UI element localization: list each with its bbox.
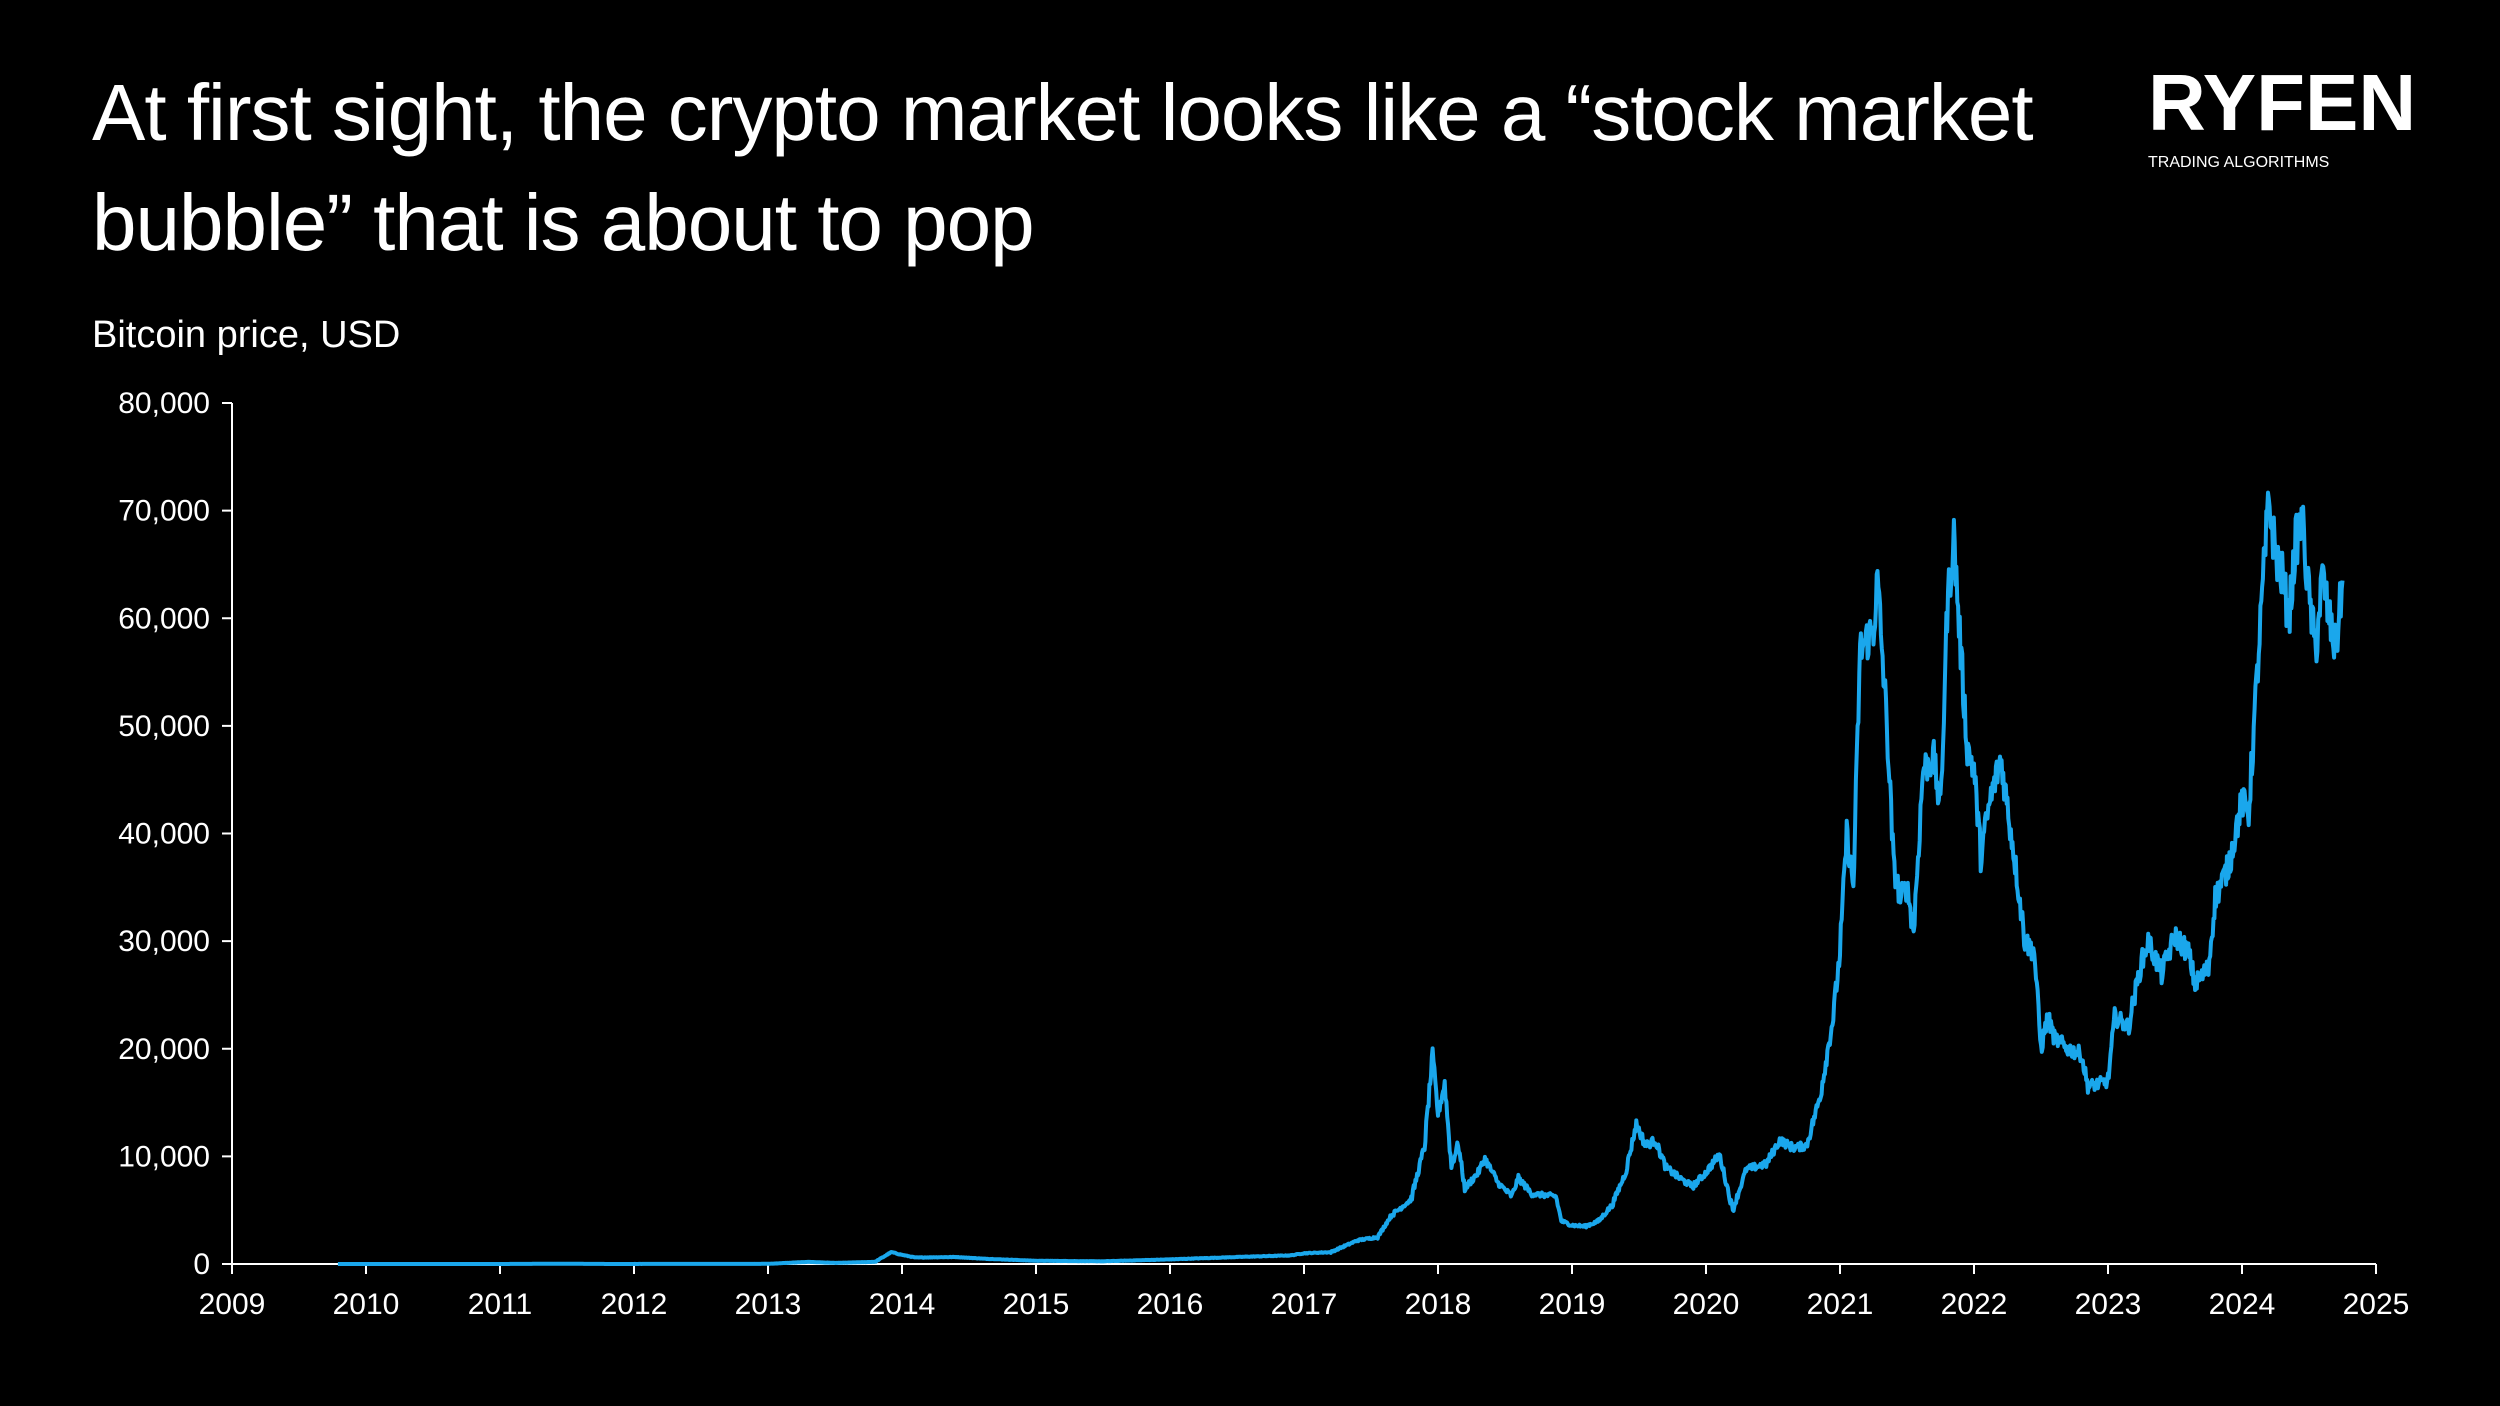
series-layer xyxy=(336,490,2345,1266)
x-tick-label: 2009 xyxy=(199,1288,266,1321)
brand-logo: RYFEN TRADING ALGORITHMS xyxy=(2148,58,2448,174)
price-series-line xyxy=(336,490,2345,1266)
x-tick-label: 2014 xyxy=(869,1288,936,1321)
x-tick-label: 2019 xyxy=(1539,1288,1606,1321)
chart-subtitle: Bitcoin price, USD xyxy=(92,314,401,356)
x-tick-label: 2011 xyxy=(468,1288,533,1321)
y-tick-label: 70,000 xyxy=(118,495,210,528)
page-title: At first sight, the crypto market looks … xyxy=(92,68,2034,267)
x-tick-label: 2018 xyxy=(1405,1288,1472,1321)
x-tick-label: 2016 xyxy=(1137,1288,1204,1321)
y-tick-label: 50,000 xyxy=(118,710,210,743)
logo-name: RYFEN xyxy=(2148,58,2417,147)
y-tick-label: 60,000 xyxy=(118,602,210,635)
x-tick-label: 2017 xyxy=(1271,1288,1338,1321)
y-tick-label: 30,000 xyxy=(118,925,210,958)
x-tick-label: 2024 xyxy=(2209,1288,2276,1321)
x-tick-label: 2012 xyxy=(601,1288,668,1321)
y-tick-label: 80,000 xyxy=(118,387,210,420)
x-tick-label: 2021 xyxy=(1807,1288,1874,1321)
x-tick-label: 2013 xyxy=(735,1288,802,1321)
x-tick-label: 2022 xyxy=(1941,1288,2008,1321)
x-axis-ticks: 2009 2010 2011 2012 2013 2014 2015 2016 2017 2018… xyxy=(199,1264,2410,1321)
y-axis-ticks: 0 10,000 20,000 30,000 40,000 50,000 60,000 70,… xyxy=(118,387,232,1281)
x-tick-label: 2020 xyxy=(1673,1288,1740,1321)
y-tick-label: 0 xyxy=(193,1248,210,1281)
logo-tagline: TRADING ALGORITHMS xyxy=(2148,154,2330,171)
y-tick-label: 20,000 xyxy=(118,1033,210,1066)
y-tick-label: 10,000 xyxy=(118,1140,210,1173)
x-tick-label: 2015 xyxy=(1003,1288,1070,1321)
x-tick-label: 2023 xyxy=(2075,1288,2142,1321)
x-tick-label: 2025 xyxy=(2343,1288,2410,1321)
x-tick-label: 2010 xyxy=(333,1288,400,1321)
y-tick-label: 40,000 xyxy=(118,818,210,851)
